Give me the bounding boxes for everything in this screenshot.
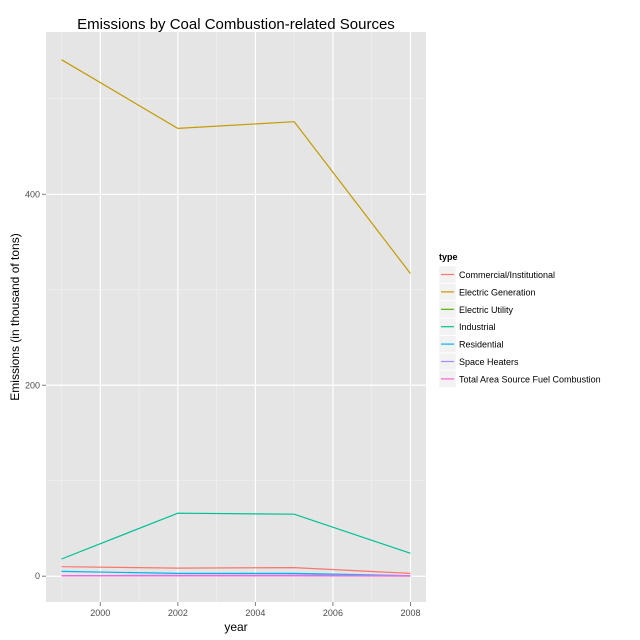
series-line [61,512,411,560]
legend-item: Total Area Source Fuel Combustion [438,370,601,388]
x-tick-label: 2002 [168,608,188,618]
y-tick-label: 400 [25,189,40,199]
legend-label: Total Area Source Fuel Combustion [459,374,601,384]
series-lines [61,59,411,577]
legend-item: Industrial [438,317,496,336]
legend-item: Commercial/Institutional [438,265,555,284]
x-tick-label: 2000 [90,608,110,618]
x-axis-ticks: 2000 2002 2004 2006 2008 [90,602,421,618]
x-tick-label: 2008 [400,608,420,618]
series-line [61,566,411,574]
legend-item: Electric Generation [438,283,536,301]
legend-item: Electric Utility [438,300,514,319]
y-tick-label: 0 [35,571,40,581]
chart-title: Emissions by Coal Combustion-related Sou… [77,16,395,33]
legend-label: Electric Generation [459,287,536,297]
legend-label: Commercial/Institutional [459,270,555,280]
legend-label: Electric Utility [459,305,514,315]
plot-background [46,32,426,602]
x-tick-label: 2004 [245,608,265,618]
grid-minor [46,32,426,602]
legend-title: type [439,252,458,262]
x-tick-label: 2006 [323,608,343,618]
legend-label: Space Heaters [459,357,519,367]
legend: type Commercial/Institutional Electric Ge… [438,252,601,388]
legend-label: Residential [459,340,504,350]
y-axis-title: Emissions (in thousand of tons) [8,233,22,400]
series-line [61,570,411,577]
x-axis-title: year [224,620,247,634]
series-line [61,59,411,274]
legend-label: Industrial [459,322,496,332]
y-tick-label: 200 [25,380,40,390]
y-axis-ticks: 0 200 400 [25,189,46,581]
legend-items: Commercial/Institutional Electric Generat… [438,265,601,388]
legend-item: Residential [438,335,504,353]
legend-item: Space Heaters [438,352,519,371]
